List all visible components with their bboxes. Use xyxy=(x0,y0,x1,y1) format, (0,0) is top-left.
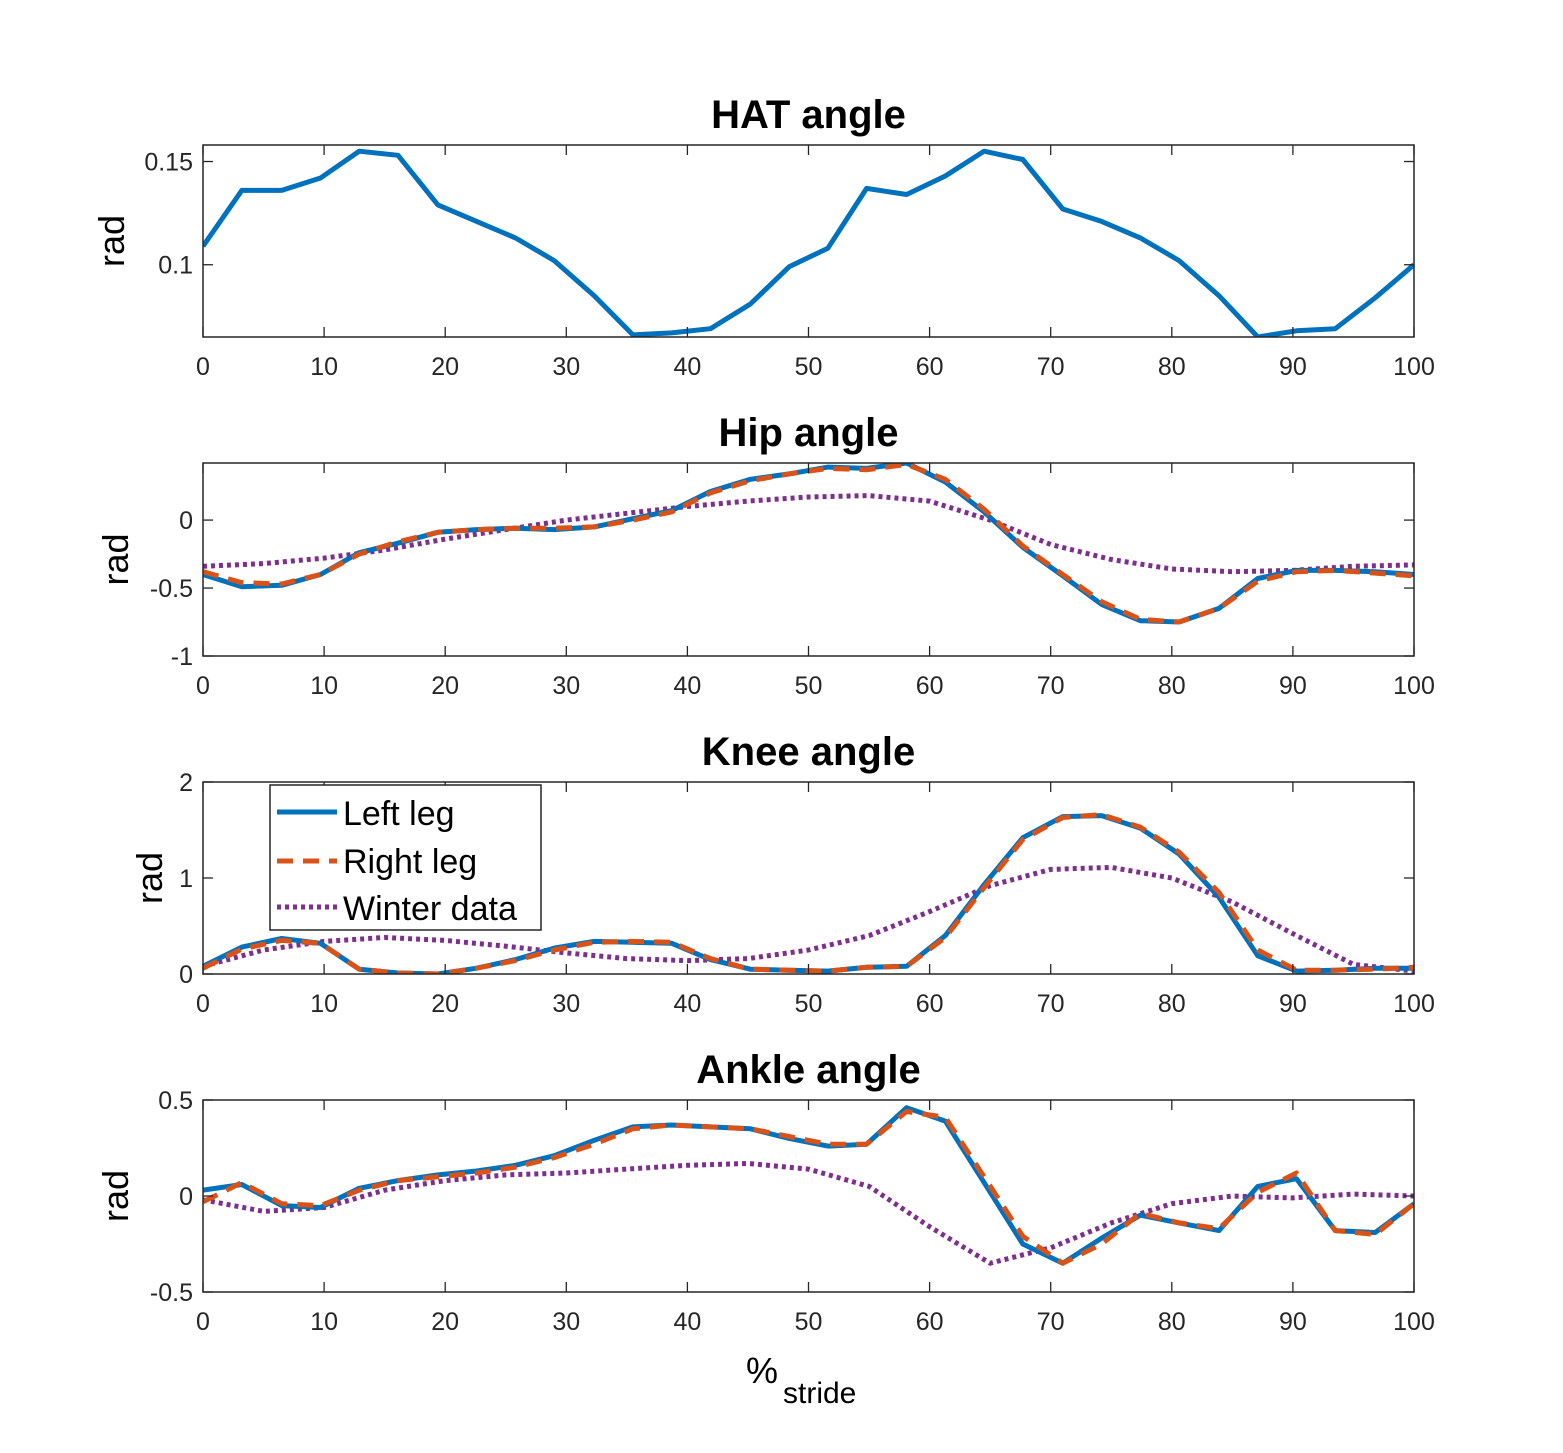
hat-angle-axes-background xyxy=(203,145,1414,337)
hip-angle-xtick-label: 30 xyxy=(552,672,580,700)
ankle-angle-y-axis-label: rad xyxy=(95,1170,136,1222)
hip-angle-ytick-label: -1 xyxy=(171,643,193,671)
knee-angle-y-axis-label: rad xyxy=(129,852,170,904)
knee-angle-xtick-label: 90 xyxy=(1279,990,1307,1018)
hip-angle-xtick-label: 10 xyxy=(310,672,338,700)
hat-angle-xtick-label: 70 xyxy=(1037,353,1065,381)
ankle-angle-axes-background xyxy=(203,1100,1414,1292)
ankle-angle-xtick-label: 50 xyxy=(795,1308,823,1336)
knee-angle-title: Knee angle xyxy=(702,730,915,774)
hat-angle-title: HAT angle xyxy=(711,93,906,137)
hip-angle-xtick-label: 20 xyxy=(431,672,459,700)
hip-angle-title: Hip angle xyxy=(718,411,898,455)
legend-label-right-leg: Right leg xyxy=(343,843,477,881)
ankle-angle-ytick-label: 0.5 xyxy=(158,1087,193,1115)
knee-angle-series-winter xyxy=(203,864,1414,974)
hip-angle-xtick-label: 0 xyxy=(196,672,210,700)
ankle-angle-xtick-label: 40 xyxy=(673,1308,701,1336)
x-axis-label-main: % xyxy=(746,1350,778,1391)
hat-angle-xtick-label: 20 xyxy=(431,353,459,381)
knee-angle-xtick-label: 30 xyxy=(552,990,580,1018)
ankle-angle-ytick-label: 0 xyxy=(179,1183,193,1211)
hip-angle-xtick-label: 50 xyxy=(795,672,823,700)
knee-angle-xtick-label: 60 xyxy=(916,990,944,1018)
ankle-angle-xtick-label: 70 xyxy=(1037,1308,1065,1336)
hat-angle-y-axis-label: rad xyxy=(91,215,132,267)
ankle-angle-series-right xyxy=(203,1109,1414,1266)
hip-angle-y-axis-label: rad xyxy=(95,533,136,585)
legend-box xyxy=(269,784,542,931)
ankle-angle-xtick-label: 10 xyxy=(310,1308,338,1336)
hip-angle-subplot: 0 10 20 30 40 50 60 70 80 90 100 -1 -0.5 0 Hip angle ra… xyxy=(95,411,1435,700)
hat-angle-xtick-label: 30 xyxy=(552,353,580,381)
knee-angle-xtick-label: 20 xyxy=(431,990,459,1018)
knee-angle-xtick-label: 70 xyxy=(1037,990,1065,1018)
knee-angle-xtick-label: 100 xyxy=(1393,990,1435,1018)
ankle-angle-series-group xyxy=(203,1105,1414,1266)
hip-angle-xtick-label: 40 xyxy=(673,672,701,700)
hat-angle-xtick-label: 50 xyxy=(795,353,823,381)
hip-angle-xtick-label: 90 xyxy=(1279,672,1307,700)
ankle-angle-xtick-label: 80 xyxy=(1158,1308,1186,1336)
hat-angle-xtick-label: 60 xyxy=(916,353,944,381)
ankle-angle-xtick-label: 100 xyxy=(1393,1308,1435,1336)
ankle-angle-xtick-label: 90 xyxy=(1279,1308,1307,1336)
knee-angle-xtick-label: 0 xyxy=(196,990,210,1018)
hat-angle-ytick-label: 0.1 xyxy=(158,252,193,280)
hat-angle-series-group xyxy=(203,148,1414,337)
legend-label-left-leg: Left leg xyxy=(343,795,455,833)
hip-angle-series-winter xyxy=(203,493,1414,575)
hip-angle-xtick-label: 100 xyxy=(1393,672,1435,700)
knee-angle-xtick-label: 50 xyxy=(795,990,823,1018)
ankle-angle-xtick-label: 60 xyxy=(916,1308,944,1336)
knee-angle-ytick-label: 0 xyxy=(179,961,193,989)
hat-angle-xtick-label: 90 xyxy=(1279,353,1307,381)
hat-angle-xtick-label: 0 xyxy=(196,353,210,381)
x-axis-label-subscript: stride xyxy=(783,1377,856,1410)
ankle-angle-xtick-label: 30 xyxy=(552,1308,580,1336)
legend: Left leg Right leg Winter data xyxy=(269,784,542,931)
knee-angle-ytick-label: 2 xyxy=(179,769,193,797)
hat-angle-xtick-label: 100 xyxy=(1393,353,1435,381)
legend-label-winter-data: Winter data xyxy=(343,890,517,928)
ankle-angle-title: Ankle angle xyxy=(696,1048,921,1092)
ankle-angle-series-winter xyxy=(203,1160,1414,1266)
hip-angle-xtick-label: 80 xyxy=(1158,672,1186,700)
hat-angle-series-left xyxy=(203,148,1414,337)
hip-angle-ytick-label: -0.5 xyxy=(150,575,193,603)
hat-angle-xtick-label: 40 xyxy=(673,353,701,381)
hat-angle-ytick-label: 0.15 xyxy=(144,149,193,177)
hip-angle-xtick-label: 60 xyxy=(916,672,944,700)
hat-angle-xtick-label: 10 xyxy=(310,353,338,381)
ankle-angle-ytick-label: -0.5 xyxy=(150,1279,193,1307)
knee-angle-xtick-label: 40 xyxy=(673,990,701,1018)
hip-angle-axes-background xyxy=(203,463,1414,656)
knee-angle-xtick-label: 10 xyxy=(310,990,338,1018)
x-axis-label: % stride xyxy=(746,1350,856,1410)
ankle-angle-xtick-label: 20 xyxy=(431,1308,459,1336)
hip-angle-xtick-label: 70 xyxy=(1037,672,1065,700)
ankle-angle-xtick-label: 0 xyxy=(196,1308,210,1336)
hip-angle-ytick-label: 0 xyxy=(179,507,193,535)
knee-angle-ytick-label: 1 xyxy=(179,865,193,893)
hat-angle-subplot: 0 10 20 30 40 50 60 70 80 90 100 0.1 0.15 HAT angle ra… xyxy=(91,93,1435,381)
hat-angle-xtick-label: 80 xyxy=(1158,353,1186,381)
knee-angle-xtick-label: 80 xyxy=(1158,990,1186,1018)
